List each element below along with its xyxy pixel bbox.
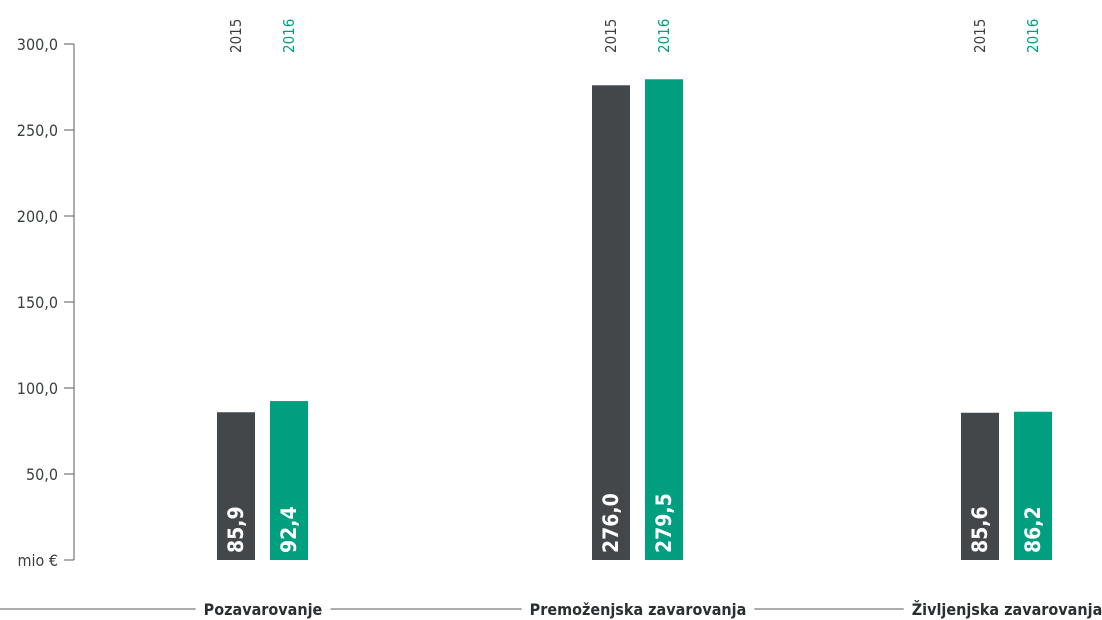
y-tick-label: 300,0 xyxy=(17,35,58,54)
category-label: Pozavarovanje xyxy=(204,600,323,619)
bar-value-label: 86,2 xyxy=(1021,506,1045,553)
y-axis-ticks: mio € 50,0 100,0 150,0 200,0 250,0 300,0 xyxy=(17,35,74,570)
category-axis: Pozavarovanje Premoženjska zavarovanja Živ… xyxy=(0,600,1102,619)
bar-value-label: 92,4 xyxy=(277,506,301,553)
bar-2016 xyxy=(645,79,683,560)
y-tick-label: 200,0 xyxy=(17,207,58,226)
category-label: Življenjska zavarovanja xyxy=(912,600,1102,619)
year-label-2015: 2015 xyxy=(602,19,620,53)
bar-value-label: 276,0 xyxy=(599,493,623,553)
bar-2015 xyxy=(592,85,630,560)
bars: 85,9 2015 92,4 2016 276,0 2015 279,5 2016 85,6 20… xyxy=(217,19,1052,560)
bar-2016 xyxy=(270,401,308,560)
year-label-2016: 2016 xyxy=(280,19,298,53)
bar-2015 xyxy=(961,412,999,560)
category-label: Premoženjska zavarovanja xyxy=(530,600,747,619)
y-tick-label: 150,0 xyxy=(17,293,58,312)
year-label-2016: 2016 xyxy=(655,19,673,53)
bar-value-label: 85,9 xyxy=(224,506,248,553)
y-tick-label: 50,0 xyxy=(26,465,58,484)
bar-value-label: 279,5 xyxy=(652,493,676,553)
year-label-2015: 2015 xyxy=(227,19,245,53)
bar-2016 xyxy=(1014,411,1052,560)
year-label-2016: 2016 xyxy=(1024,19,1042,53)
y-tick-label: 250,0 xyxy=(17,121,58,140)
year-label-2015: 2015 xyxy=(971,19,989,53)
bar-value-label: 85,6 xyxy=(968,506,992,553)
y-tick-label: 100,0 xyxy=(17,379,58,398)
bar-2015 xyxy=(217,412,255,560)
y-tick-label: mio € xyxy=(17,551,58,570)
